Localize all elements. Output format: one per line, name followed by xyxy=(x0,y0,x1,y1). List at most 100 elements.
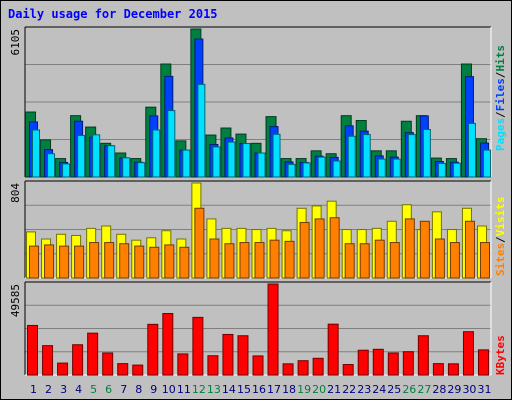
middle-bar-rect xyxy=(134,245,145,279)
x-tick-label: 5 xyxy=(90,383,97,396)
middle-bar-rect xyxy=(464,220,475,279)
bottom-bar-rect xyxy=(432,363,444,376)
middle-bar-rect xyxy=(299,221,310,279)
middle-bar-sites xyxy=(479,242,490,279)
top-bar-pages xyxy=(422,128,431,178)
bottom-bar-kbytes xyxy=(237,335,249,376)
top-bar-pages xyxy=(257,152,266,178)
top-bar-pages xyxy=(77,135,86,178)
top-bar-rect xyxy=(62,163,71,178)
middle-bar-sites xyxy=(194,207,205,279)
top-legend: Pages/Files/Hits xyxy=(494,45,507,151)
x-tick-label: 4 xyxy=(75,383,82,396)
bottom-bar-kbytes xyxy=(42,345,54,376)
x-tick-label: 13 xyxy=(207,383,221,396)
bottom-bar-kbytes xyxy=(462,331,474,376)
top-bar-rect xyxy=(47,153,56,178)
bottom-bar-kbytes xyxy=(327,323,339,376)
x-tick-label: 18 xyxy=(282,383,296,396)
bottom-bar-rect xyxy=(402,351,414,376)
bottom-bar-kbytes xyxy=(342,364,354,376)
top-bar-rect xyxy=(422,128,431,178)
middle-bar-rect xyxy=(209,238,220,279)
middle-bar-sites xyxy=(59,245,70,279)
bottom-bar-rect xyxy=(102,352,114,376)
bottom-bar-rect xyxy=(267,283,279,376)
middle-bar-sites xyxy=(389,242,400,279)
bottom-bar-rect xyxy=(117,363,129,376)
middle-bar-sites xyxy=(434,238,445,279)
bottom-bar-kbytes xyxy=(207,355,219,376)
bottom-bar-rect xyxy=(297,360,309,376)
middle-bar-rect xyxy=(29,245,40,279)
bottom-bar-rect xyxy=(447,363,459,376)
top-bar-rect xyxy=(272,133,281,178)
top-bar-pages xyxy=(122,157,131,178)
x-tick-label: 7 xyxy=(120,383,127,396)
bottom-bar-rect xyxy=(342,364,354,376)
x-tick-label: 1 xyxy=(30,383,37,396)
middle-bar-rect xyxy=(104,242,115,279)
bottom-bar-rect xyxy=(207,355,219,376)
middle-bar-sites xyxy=(119,243,130,279)
top-bar-rect xyxy=(257,152,266,178)
middle-bar-rect xyxy=(284,240,295,279)
top-bar-rect xyxy=(362,134,371,178)
middle-bar-rect xyxy=(239,242,250,279)
bottom-max-label: 49585 xyxy=(9,284,22,317)
legend-entry-visits: Visits xyxy=(494,197,507,237)
top-bar-rect xyxy=(437,162,446,178)
top-bar-rect xyxy=(407,134,416,178)
top-bar-pages xyxy=(287,163,296,178)
bottom-bar-kbytes xyxy=(357,349,369,376)
x-tick-label: 3 xyxy=(60,383,67,396)
middle-bar-sites xyxy=(104,242,115,279)
top-bar-pages xyxy=(62,163,71,178)
bottom-bar-kbytes xyxy=(27,324,39,376)
middle-bar-sites xyxy=(164,244,175,279)
middle-bar-sites xyxy=(314,218,325,279)
middle-bar-sites xyxy=(299,221,310,279)
middle-bar-rect xyxy=(44,244,55,279)
bottom-bar-rect xyxy=(357,349,369,376)
middle-bar-sites xyxy=(44,244,55,279)
x-tick-label: 29 xyxy=(447,383,461,396)
top-bar-rect xyxy=(167,110,176,178)
middle-bar-rect xyxy=(434,238,445,279)
middle-bar-rect xyxy=(74,245,85,279)
middle-bar-rect xyxy=(314,218,325,279)
middle-bar-rect xyxy=(404,218,415,279)
bottom-bar-rect xyxy=(282,363,294,376)
middle-bar-sites xyxy=(449,242,460,279)
x-tick-label: 20 xyxy=(312,383,326,396)
legend-entry-kbytes: KBytes xyxy=(494,335,507,375)
middle-bar-sites xyxy=(464,220,475,279)
bottom-bar-kbytes xyxy=(192,316,204,376)
bottom-bar-rect xyxy=(132,364,144,376)
middle-bar-rect xyxy=(359,243,370,279)
top-bar-rect xyxy=(317,156,326,178)
top-bar-rect xyxy=(32,129,41,178)
top-bar-rect xyxy=(92,134,101,178)
bottom-bar-kbytes xyxy=(57,362,69,376)
top-bar-pages xyxy=(107,145,116,178)
middle-bar-sites xyxy=(149,246,160,279)
bottom-bar-kbytes xyxy=(177,353,189,376)
top-bar-rect xyxy=(197,83,206,178)
middle-bar-sites xyxy=(404,218,415,279)
top-bar-pages xyxy=(317,156,326,178)
middle-bar-sites xyxy=(74,245,85,279)
x-tick-label: 26 xyxy=(402,383,416,396)
top-bar-pages xyxy=(212,146,221,178)
bottom-bar-kbytes xyxy=(282,363,294,376)
top-bar-pages xyxy=(272,133,281,178)
middle-bar-rect xyxy=(389,242,400,279)
middle-bar-sites xyxy=(29,245,40,279)
top-bar-pages xyxy=(452,162,461,178)
top-bar-pages xyxy=(227,141,236,178)
top-bar-rect xyxy=(122,157,131,178)
x-tick-label: 28 xyxy=(432,383,446,396)
middle-bar-sites xyxy=(419,220,430,279)
x-tick-label: 11 xyxy=(177,383,191,396)
bottom-bar-kbytes xyxy=(402,351,414,376)
